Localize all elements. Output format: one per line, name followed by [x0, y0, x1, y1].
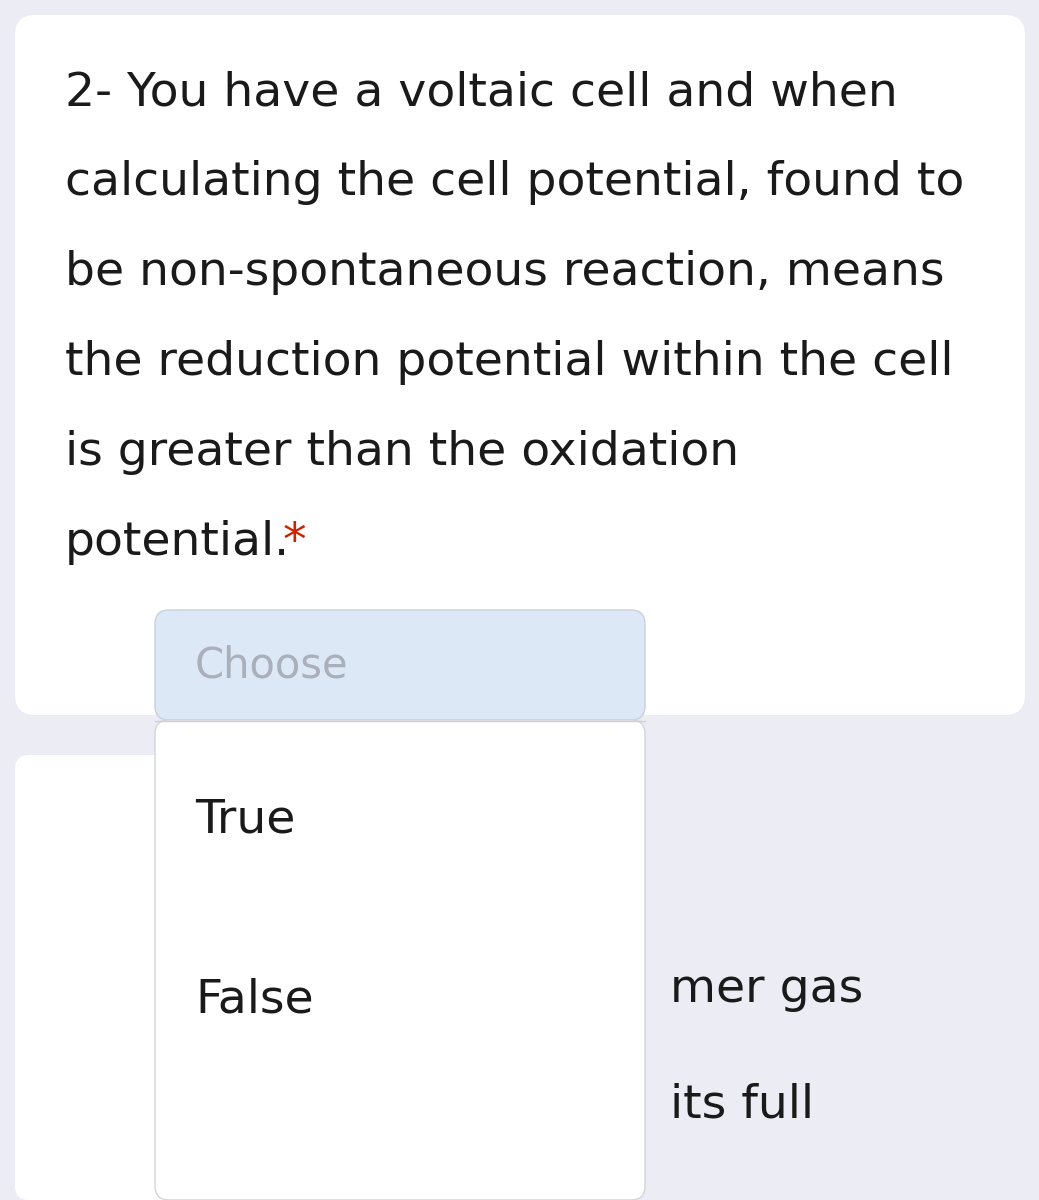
Text: its full: its full: [670, 1082, 814, 1128]
Text: False: False: [195, 978, 314, 1022]
FancyBboxPatch shape: [0, 740, 1039, 1200]
Text: potential.: potential.: [65, 520, 290, 565]
FancyBboxPatch shape: [15, 755, 645, 1200]
Text: 2- You have a voltaic cell and when: 2- You have a voltaic cell and when: [65, 70, 898, 115]
FancyBboxPatch shape: [15, 14, 1025, 715]
Text: is greater than the oxidation: is greater than the oxidation: [65, 430, 739, 475]
Text: *: *: [283, 520, 307, 565]
Text: calculating the cell potential, found to: calculating the cell potential, found to: [65, 160, 964, 205]
Text: be non-spontaneous reaction, means: be non-spontaneous reaction, means: [65, 250, 944, 295]
Text: mer gas: mer gas: [670, 967, 863, 1013]
Text: True: True: [195, 798, 295, 842]
Text: Choose: Choose: [195, 644, 349, 686]
Text: the reduction potential within the cell: the reduction potential within the cell: [65, 340, 954, 385]
FancyBboxPatch shape: [155, 720, 645, 1200]
FancyBboxPatch shape: [155, 610, 645, 720]
